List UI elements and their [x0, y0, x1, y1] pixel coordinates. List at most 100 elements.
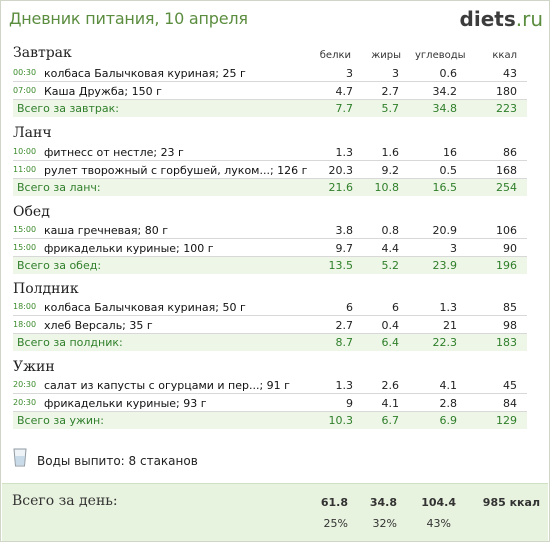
- table-row[interactable]: 20:30 салат из капусты с огурцами и пер.…: [13, 377, 527, 394]
- day-total: Всего за день: 61.8 34.8 104.4 985 ккал …: [2, 483, 548, 541]
- table-row[interactable]: 10:00 фитнесс от нестле; 23 г 1.3 1.6 16…: [13, 144, 527, 161]
- water-text: Воды выпито: 8 стаканов: [37, 454, 198, 468]
- day-fat-percent: 32%: [372, 517, 397, 530]
- total-kcal: 223: [496, 102, 517, 115]
- meal-total-label: Всего за полдник:: [17, 336, 123, 349]
- item-fat: 2.6: [381, 379, 400, 392]
- header: Дневник питания, 10 апреля diets.ru: [9, 7, 543, 31]
- item-time: 15:00: [13, 225, 37, 234]
- item-fat: 3: [392, 67, 399, 80]
- item-time: 11:00: [13, 165, 37, 174]
- item-name: рулет творожный с горбушей, луком...; 12…: [44, 164, 308, 177]
- item-protein: 3.8: [335, 224, 354, 237]
- table-row[interactable]: 18:00 колбаса Балычковая куриная; 50 г 6…: [13, 299, 527, 316]
- item-fat: 2.7: [381, 85, 400, 98]
- total-protein: 7.7: [335, 102, 354, 115]
- column-header-carbs: углеводы: [415, 50, 466, 61]
- item-name: каша гречневая; 80 г: [44, 224, 168, 237]
- total-kcal: 129: [496, 414, 517, 427]
- item-protein: 1.3: [335, 379, 354, 392]
- item-kcal: 43: [503, 67, 517, 80]
- day-total-kcal: 985 ккал: [482, 496, 540, 509]
- total-fat: 10.8: [374, 181, 400, 194]
- logo-main: diets: [459, 7, 516, 31]
- item-fat: 4.4: [381, 242, 400, 255]
- day-protein-percent: 25%: [323, 517, 348, 530]
- item-kcal: 86: [503, 146, 517, 159]
- item-name: колбаса Балычковая куриная; 25 г: [44, 67, 246, 80]
- table-row[interactable]: 15:00 фрикадельки куриные; 100 г 9.7 4.4…: [13, 240, 527, 257]
- table-row[interactable]: 18:00 хлеб Версаль; 35 г 2.7 0.4 21 98: [13, 317, 527, 334]
- day-total-carbs: 104.4: [421, 496, 456, 509]
- total-fat: 6.7: [381, 414, 400, 427]
- table-row[interactable]: 00:30 колбаса Балычковая куриная; 25 г 3…: [13, 65, 527, 82]
- item-kcal: 106: [496, 224, 517, 237]
- item-carbs: 3: [450, 242, 457, 255]
- item-time: 18:00: [13, 320, 37, 329]
- item-name: фрикадельки куриные; 100 г: [44, 242, 214, 255]
- glass-icon: [13, 448, 27, 467]
- total-carbs: 34.8: [432, 102, 458, 115]
- day-total-protein: 61.8: [320, 496, 348, 509]
- total-carbs: 23.9: [432, 259, 458, 272]
- item-protein: 2.7: [335, 319, 354, 332]
- item-carbs: 1.3: [439, 301, 458, 314]
- item-carbs: 34.2: [432, 85, 458, 98]
- item-protein: 20.3: [328, 164, 354, 177]
- item-protein: 6: [346, 301, 353, 314]
- meal-total-label: Всего за обед:: [17, 259, 102, 272]
- total-protein: 13.5: [328, 259, 354, 272]
- item-time: 07:00: [13, 86, 37, 95]
- item-fat: 0.8: [381, 224, 400, 237]
- meal-title-breakfast: Завтрак: [13, 45, 72, 61]
- item-time: 00:30: [13, 68, 37, 77]
- item-carbs: 0.5: [439, 164, 458, 177]
- total-fat: 6.4: [381, 336, 400, 349]
- meal-total-label: Всего за ужин:: [17, 414, 104, 427]
- meal-total-label: Всего за ланч:: [17, 181, 101, 194]
- total-fat: 5.2: [381, 259, 400, 272]
- item-kcal: 90: [503, 242, 517, 255]
- table-row[interactable]: 20:30 фрикадельки куриные; 93 г 9 4.1 2.…: [13, 395, 527, 412]
- item-carbs: 21: [443, 319, 457, 332]
- meal-title-dinner: Обед: [13, 204, 50, 220]
- total-carbs: 16.5: [432, 181, 458, 194]
- item-kcal: 98: [503, 319, 517, 332]
- day-carbs-percent: 43%: [426, 517, 451, 530]
- item-carbs: 20.9: [432, 224, 458, 237]
- site-logo[interactable]: diets.ru: [460, 7, 543, 31]
- item-name: хлеб Версаль; 35 г: [44, 319, 153, 332]
- total-protein: 8.7: [335, 336, 354, 349]
- total-kcal: 254: [496, 181, 517, 194]
- item-fat: 0.4: [381, 319, 400, 332]
- item-name: колбаса Балычковая куриная; 50 г: [44, 301, 246, 314]
- meal-title-supper: Ужин: [13, 359, 55, 375]
- item-name: салат из капусты с огурцами и пер...; 91…: [44, 379, 290, 392]
- table-row[interactable]: 11:00 рулет творожный с горбушей, луком.…: [13, 162, 527, 179]
- page-title: Дневник питания, 10 апреля: [9, 9, 248, 28]
- logo-tld: .ru: [515, 7, 543, 31]
- item-fat: 6: [392, 301, 399, 314]
- meal-total-row: Всего за обед: 13.5 5.2 23.9 196: [13, 257, 527, 274]
- item-name: фитнесс от нестле; 23 г: [44, 146, 184, 159]
- item-kcal: 168: [496, 164, 517, 177]
- day-total-fat: 34.8: [369, 496, 397, 509]
- meal-title-lunch: Ланч: [13, 125, 52, 141]
- item-protein: 1.3: [335, 146, 354, 159]
- item-name: Каша Дружба; 150 г: [44, 85, 162, 98]
- item-carbs: 16: [443, 146, 457, 159]
- item-kcal: 85: [503, 301, 517, 314]
- total-carbs: 22.3: [432, 336, 458, 349]
- item-time: 20:30: [13, 380, 37, 389]
- meal-total-row: Всего за ужин: 10.3 6.7 6.9 129: [13, 412, 527, 429]
- item-name: фрикадельки куриные; 93 г: [44, 397, 207, 410]
- meal-title-snack: Полдник: [13, 281, 79, 297]
- item-carbs: 2.8: [439, 397, 458, 410]
- total-kcal: 196: [496, 259, 517, 272]
- total-kcal: 183: [496, 336, 517, 349]
- table-row[interactable]: 07:00 Каша Дружба; 150 г 4.7 2.7 34.2 18…: [13, 83, 527, 100]
- table-row[interactable]: 15:00 каша гречневая; 80 г 3.8 0.8 20.9 …: [13, 222, 527, 239]
- item-time: 10:00: [13, 147, 37, 156]
- item-carbs: 4.1: [439, 379, 458, 392]
- total-protein: 10.3: [328, 414, 354, 427]
